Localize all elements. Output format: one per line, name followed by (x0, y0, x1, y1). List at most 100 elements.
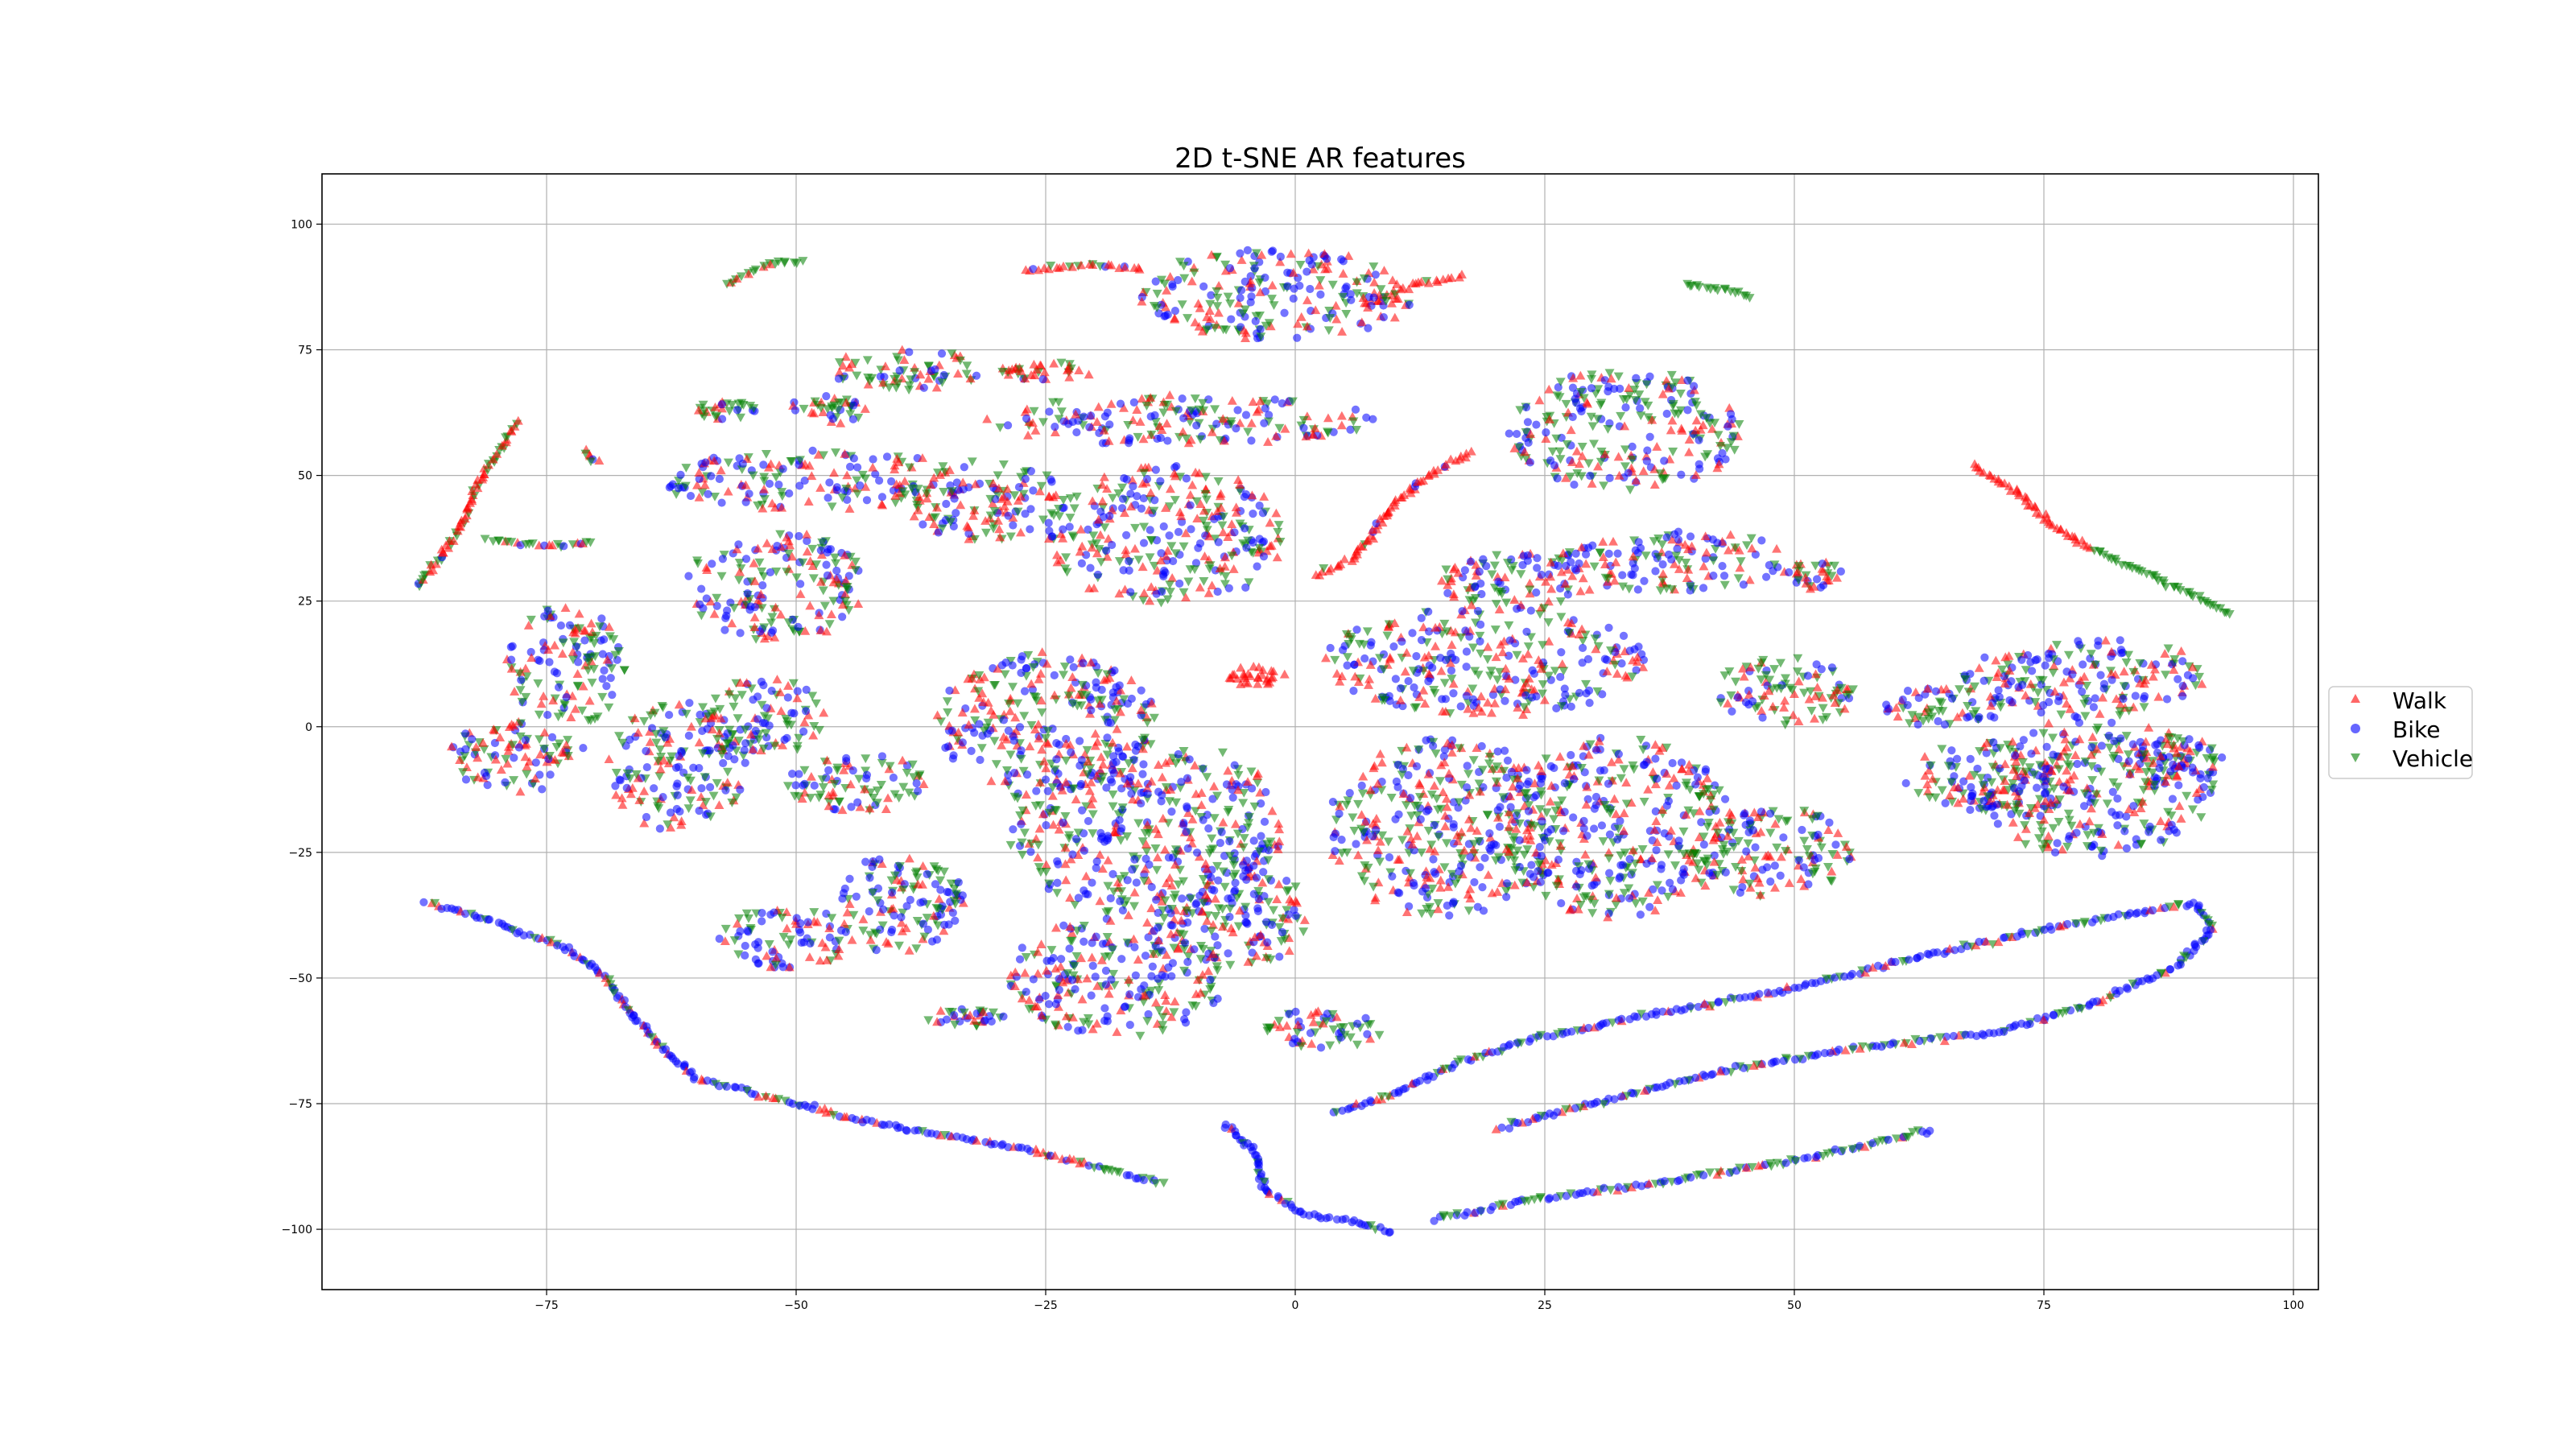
bike-point (869, 455, 877, 464)
vehicle-point (814, 725, 824, 735)
walk-point (676, 816, 687, 825)
walk-point (1335, 676, 1345, 686)
vehicle-point (923, 361, 934, 371)
walk-point (1103, 855, 1113, 865)
bike-point (531, 758, 540, 767)
bike-point (1630, 645, 1639, 654)
walk-point (1002, 496, 1013, 506)
walk-point (1546, 557, 1556, 567)
walk-point (1223, 532, 1233, 542)
vehicle-point (606, 664, 617, 674)
bike-point (1128, 865, 1137, 874)
vehicle-point (1283, 886, 1294, 895)
walk-point (1049, 358, 1059, 368)
bike-point (1802, 980, 1810, 989)
vehicle-point (715, 704, 725, 714)
walk-point (1087, 543, 1097, 552)
walk-point (1065, 893, 1075, 902)
bike-point (1339, 257, 1348, 266)
bike-point (1323, 254, 1331, 263)
vehicle-point (910, 368, 920, 378)
walk-point (1176, 915, 1187, 925)
walk-point (1252, 771, 1262, 780)
walk-point (1855, 1043, 1865, 1053)
vehicle-point (1129, 902, 1139, 911)
bike-point (762, 704, 771, 712)
walk-point (1207, 427, 1217, 436)
bike-point (1241, 411, 1251, 419)
bike-point (1260, 817, 1269, 826)
vehicle-point (650, 708, 660, 718)
vehicle-point (1103, 881, 1113, 891)
walk-point (1363, 303, 1373, 312)
walk-point (822, 955, 832, 964)
vehicle-point (1238, 799, 1249, 808)
walk-point (455, 755, 465, 765)
bike-point (1905, 955, 1913, 964)
bike-point (1346, 290, 1355, 299)
vehicle-point (1599, 1100, 1609, 1109)
vehicle-point (1538, 689, 1548, 699)
bike-point (914, 786, 923, 795)
vehicle-point (1368, 262, 1379, 271)
vehicle-point (1248, 548, 1258, 558)
bike-point (685, 699, 694, 708)
walk-point (839, 765, 849, 774)
vehicle-point (2128, 979, 2138, 989)
bike-point (1237, 286, 1246, 295)
bike-point (1662, 409, 1671, 419)
walk-point (1993, 937, 2004, 947)
bike-point (754, 938, 763, 947)
walk-point (1181, 592, 1191, 602)
vehicle-point (575, 624, 585, 634)
walk-point (1203, 966, 1214, 976)
vehicle-point (1195, 955, 1206, 964)
bike-point (1009, 521, 1018, 530)
walk-point (1265, 518, 1275, 527)
walk-point (1369, 277, 1380, 287)
bike-point (1123, 876, 1132, 885)
bike-point (1074, 894, 1083, 902)
bike-point (889, 773, 898, 782)
bike-point (1249, 509, 1257, 518)
bike-point (927, 937, 937, 946)
vehicle-point (845, 410, 856, 419)
vehicle-point (734, 914, 745, 923)
bike-point (1017, 819, 1026, 828)
vehicle-point (794, 733, 804, 743)
bike-point (1285, 1009, 1294, 1018)
bike-point (852, 892, 861, 901)
vehicle-point (657, 701, 667, 711)
bike-point (717, 498, 726, 507)
bike-point (674, 484, 683, 493)
walk-point (1173, 943, 1183, 953)
vehicle-point (1604, 369, 1615, 378)
bike-point (1106, 775, 1115, 784)
vehicle-point (795, 456, 805, 465)
walk-point (710, 402, 720, 411)
walk-point (1263, 437, 1274, 446)
bike-point (1009, 769, 1019, 778)
vehicle-point (993, 471, 1003, 481)
walk-point (1139, 588, 1150, 597)
walk-point (956, 500, 966, 510)
vehicle-point (622, 769, 633, 778)
vehicle-point (716, 749, 727, 759)
walk-point (1187, 480, 1198, 489)
vehicle-point (1610, 660, 1620, 670)
bike-point (1158, 971, 1166, 980)
walk-point (503, 741, 514, 751)
vehicle-point (834, 358, 844, 367)
vehicle-point (759, 477, 770, 486)
bike-point (608, 691, 617, 700)
bike-point (1228, 785, 1236, 795)
bike-point (674, 1059, 683, 1068)
walk-point (745, 729, 756, 739)
walk-point (1195, 582, 1205, 592)
vehicle-point (827, 502, 837, 512)
vehicle-point (1566, 1189, 1576, 1199)
vehicle-point (1583, 459, 1594, 469)
bike-point (1227, 894, 1236, 902)
bike-point (631, 1017, 640, 1026)
walk-point (1302, 295, 1313, 304)
